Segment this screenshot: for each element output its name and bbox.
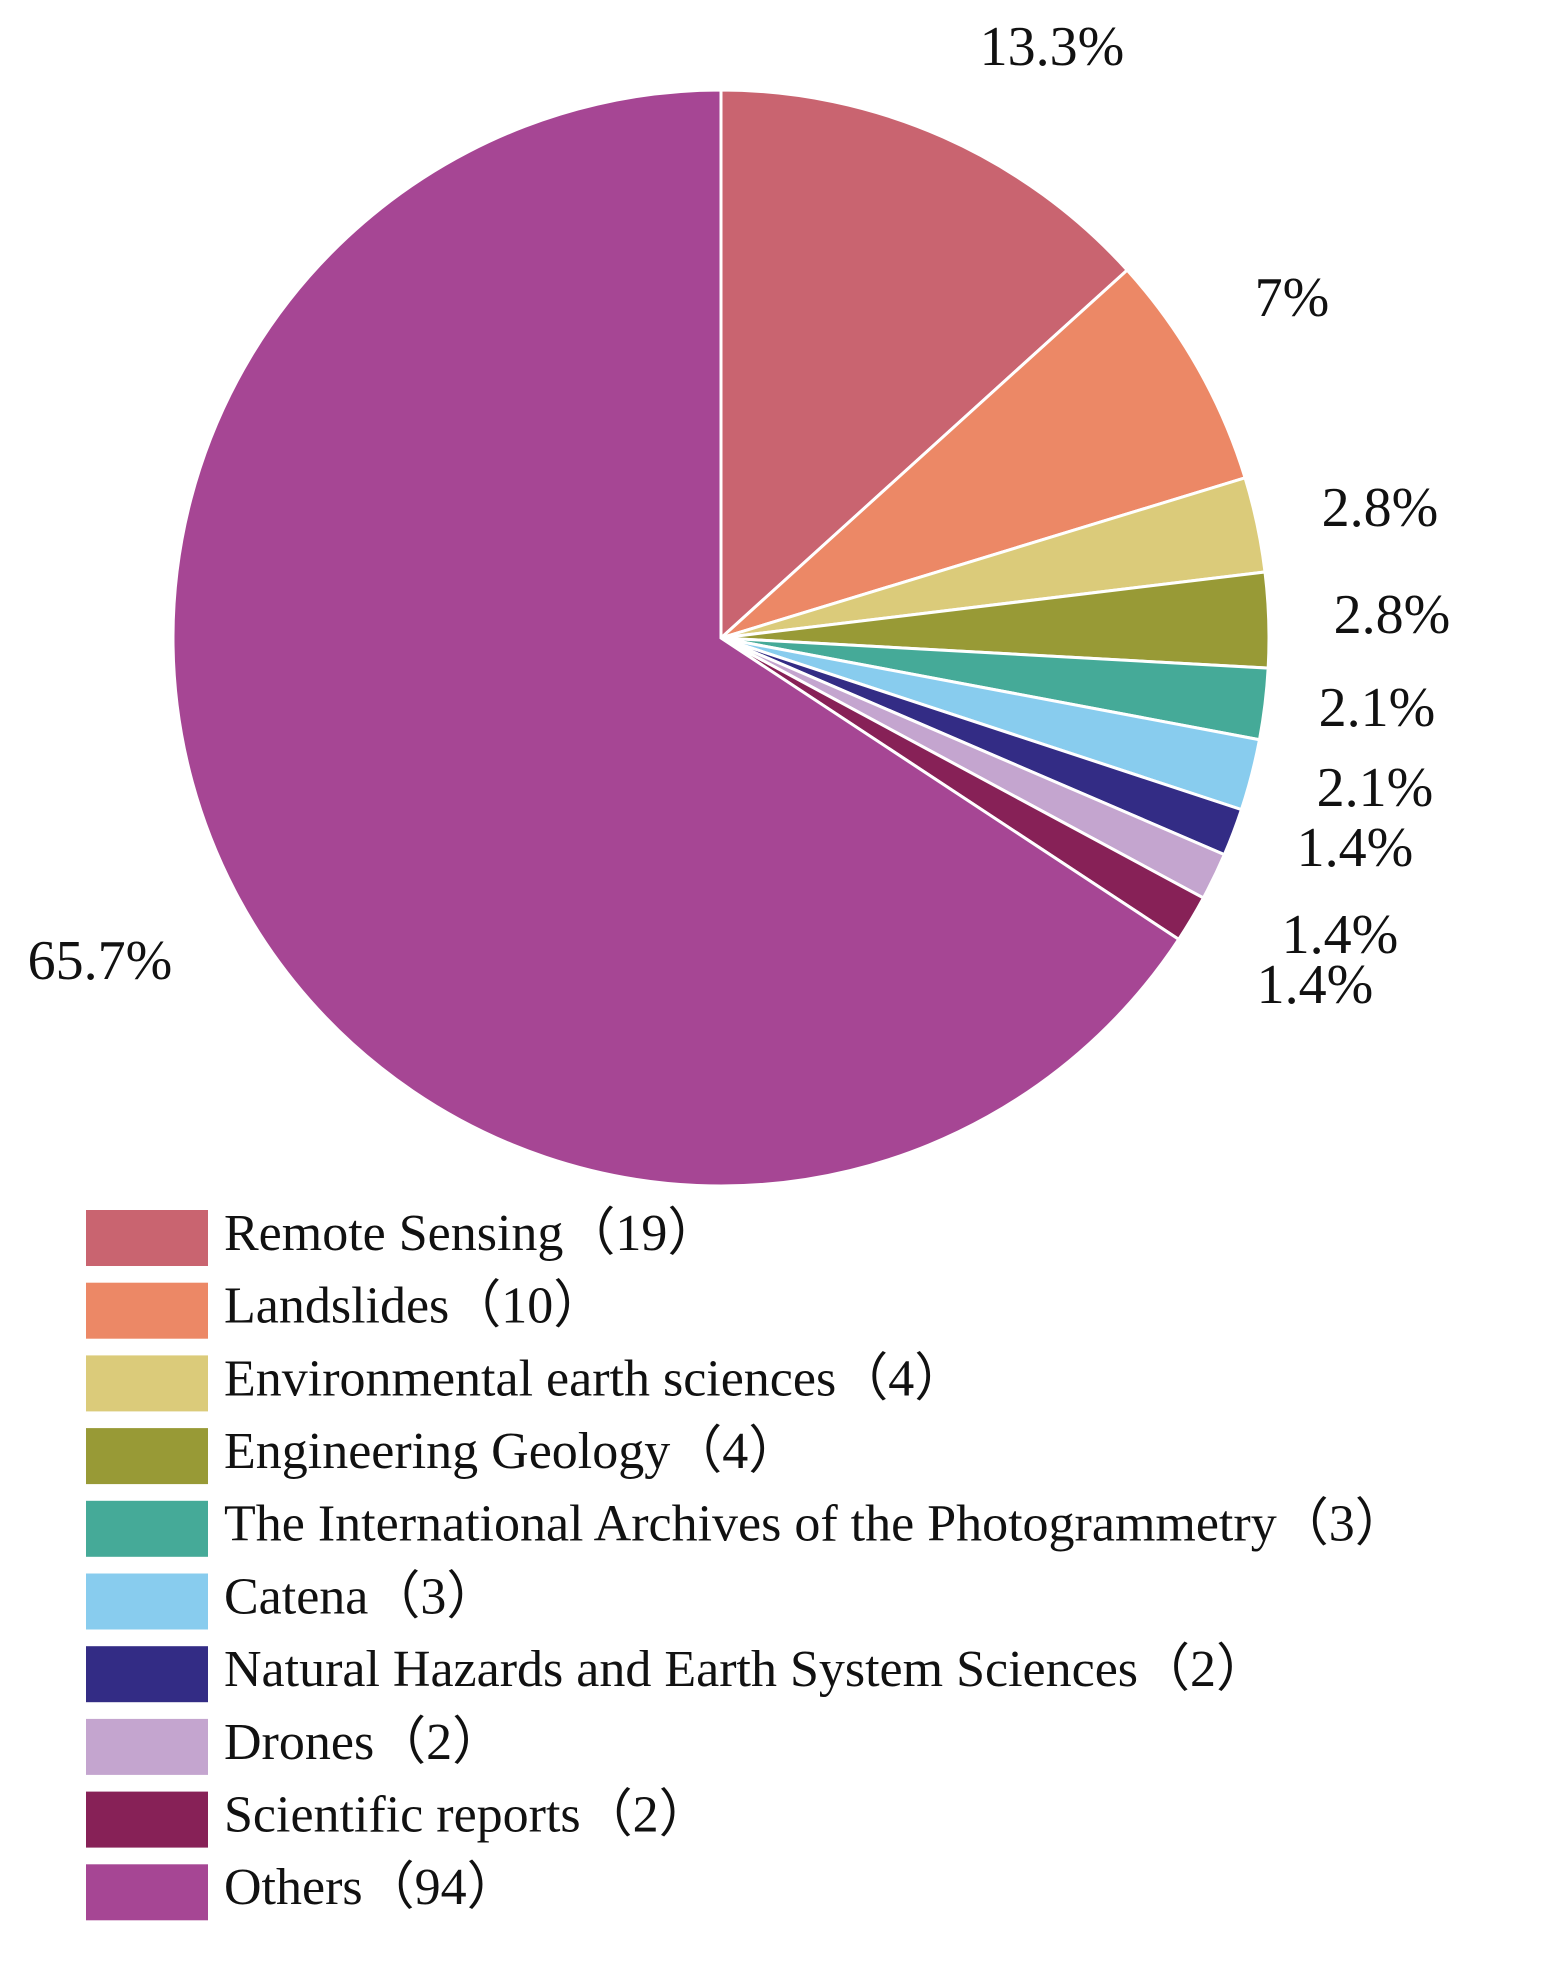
legend: Remote Sensing（19） Landslides（10） Environm… <box>86 1205 1407 1921</box>
legend-swatch <box>86 1210 208 1266</box>
legend-label: Others（94） <box>224 1859 519 1916</box>
slice-percentage-label: 13.3% <box>980 16 1125 78</box>
legend-label: Landslides（10） <box>224 1278 605 1335</box>
pie-slice <box>719 88 1130 642</box>
legend-label: Drones（2） <box>224 1714 504 1771</box>
legend-swatch <box>86 1428 208 1485</box>
legend-swatch <box>86 1646 208 1703</box>
legend-label: Scientific reports（2） <box>224 1787 711 1844</box>
pie-slice <box>719 268 1247 640</box>
slice-percentage-label: 2.1% <box>1317 757 1434 819</box>
legend-swatch <box>86 1791 208 1848</box>
slice-percentage-label: 7% <box>1255 267 1330 329</box>
legend-swatch <box>86 1573 208 1630</box>
legend-swatch <box>86 1355 208 1412</box>
pie-slice <box>171 88 1181 1188</box>
legend-swatch <box>86 1500 208 1557</box>
slice-percentage-label: 1.4% <box>1282 904 1399 966</box>
pie-percentage-labels: 13.3%7%2.8%2.8%2.1%2.1%1.4%1.4%1.4%65.7% <box>28 16 1451 1016</box>
slice-percentage-label: 2.1% <box>1319 677 1436 739</box>
legend-label: Natural Hazards and Earth System Science… <box>224 1641 1268 1698</box>
legend-label: The International Archives of the Photog… <box>224 1496 1407 1553</box>
legend-swatch <box>86 1282 208 1339</box>
slice-percentage-label: 1.4% <box>1297 817 1414 879</box>
legend-label: Engineering Geology（4） <box>224 1423 800 1480</box>
slice-percentage-label: 1.4% <box>1257 954 1374 1016</box>
slice-percentage-label: 2.8% <box>1322 477 1439 539</box>
legend-label: Remote Sensing（19） <box>224 1205 719 1262</box>
slice-percentage-label: 65.7% <box>28 930 173 992</box>
slice-percentage-label: 2.8% <box>1334 584 1451 646</box>
legend-label: Environmental earth sciences（4） <box>224 1350 966 1407</box>
legend-swatch <box>86 1864 208 1921</box>
legend-label: Catena（3） <box>224 1568 498 1625</box>
legend-swatch <box>86 1718 208 1775</box>
pie-slices <box>171 88 1271 1188</box>
